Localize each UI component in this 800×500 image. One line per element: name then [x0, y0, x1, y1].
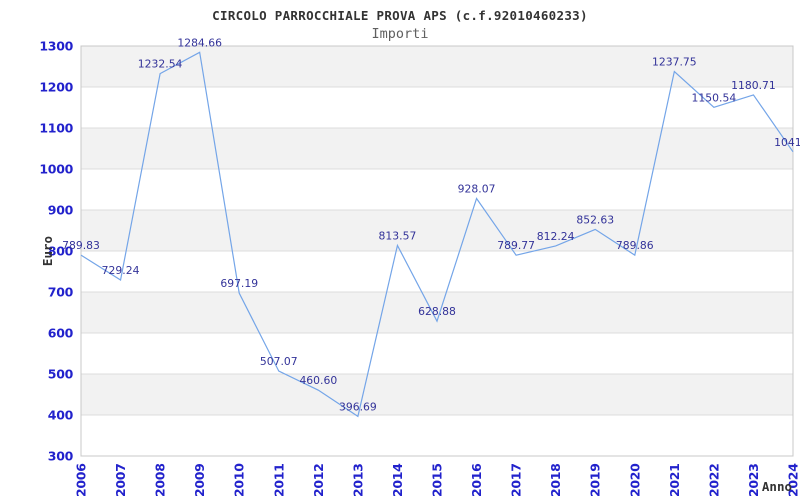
- point-label: 789.77: [497, 239, 535, 252]
- point-label: 812.24: [537, 230, 575, 243]
- y-tick-label: 700: [48, 285, 74, 300]
- point-label: 789.83: [62, 239, 100, 252]
- x-tick-label: 2023: [746, 463, 761, 497]
- plot-band: [81, 292, 793, 333]
- chart-subtitle: Importi: [371, 26, 429, 42]
- plot-border: [80, 45, 794, 457]
- point-label: 813.57: [379, 229, 417, 242]
- x-tick-label: 2010: [232, 463, 247, 497]
- point-label: 1041.9: [774, 136, 800, 149]
- y-tick-label: 1100: [39, 121, 73, 136]
- y-tick-label: 900: [48, 203, 74, 218]
- point-label: 1284.66: [177, 36, 222, 49]
- point-label: 507.07: [260, 355, 298, 368]
- y-tick-label: 400: [48, 408, 74, 423]
- x-tick-label: 2007: [113, 463, 128, 497]
- point-label: 697.19: [220, 277, 258, 290]
- y-tick-label: 1200: [39, 80, 73, 95]
- x-tick-label: 2016: [469, 463, 484, 497]
- x-tick-label: 2017: [509, 463, 524, 497]
- point-label: 1237.75: [652, 56, 697, 69]
- y-axis-title: Euro: [40, 236, 55, 266]
- y-tick-label: 1000: [39, 162, 73, 177]
- plot-band: [81, 374, 793, 415]
- point-label: 396.69: [339, 400, 377, 413]
- point-label: 1150.54: [692, 91, 737, 104]
- x-tick-label: 2024: [786, 463, 800, 497]
- x-tick-label: 2022: [706, 463, 721, 497]
- point-label: 628.88: [418, 305, 456, 318]
- point-label: 729.24: [102, 264, 140, 277]
- point-label: 1180.71: [731, 79, 776, 92]
- x-tick-label: 2013: [350, 463, 365, 497]
- x-tick-label: 2006: [74, 463, 89, 497]
- x-tick-label: 2019: [588, 463, 603, 497]
- x-tick-label: 2012: [311, 463, 326, 497]
- point-label: 460.60: [299, 374, 337, 387]
- y-tick-label: 300: [48, 449, 74, 464]
- series-line: [80, 51, 794, 418]
- y-tick-label: 800: [48, 244, 74, 259]
- point-label: 928.07: [458, 182, 496, 195]
- plot-band: [81, 128, 793, 169]
- x-tick-label: 2021: [667, 463, 682, 497]
- x-tick-label: 2015: [430, 463, 445, 497]
- y-tick-label: 1300: [39, 39, 73, 54]
- x-tick-label: 2018: [548, 463, 563, 497]
- x-tick-label: 2008: [153, 463, 168, 497]
- x-tick-label: 2009: [192, 463, 207, 497]
- point-label: 1232.54: [138, 58, 183, 71]
- y-tick-label: 500: [48, 367, 74, 382]
- x-axis-title: Anno: [762, 479, 792, 494]
- x-tick-label: 2020: [627, 463, 642, 497]
- chart-title: CIRCOLO PARROCCHIALE PROVA APS (c.f.9201…: [212, 8, 588, 23]
- y-tick-label: 600: [48, 326, 74, 341]
- x-tick-label: 2011: [271, 463, 286, 497]
- point-label: 789.86: [616, 239, 654, 252]
- point-label: 852.63: [576, 213, 614, 226]
- plot-band: [81, 210, 793, 251]
- x-tick-label: 2014: [390, 463, 405, 497]
